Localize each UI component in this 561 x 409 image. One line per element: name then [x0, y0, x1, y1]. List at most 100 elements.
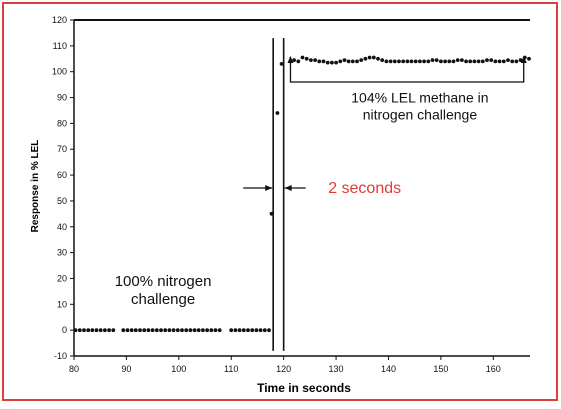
data-point — [460, 58, 464, 62]
data-point — [397, 59, 401, 64]
x-tick-label: 140 — [381, 364, 396, 374]
data-point — [480, 59, 485, 64]
y-tick-label: 100 — [52, 67, 67, 77]
data-point — [514, 59, 519, 64]
data-point — [121, 328, 126, 333]
figure-border — [2, 2, 558, 401]
bracket-arrowhead-left — [287, 56, 294, 64]
data-point — [363, 56, 368, 61]
x-axis-label: Time in seconds — [257, 381, 351, 395]
y-tick-label: 90 — [57, 93, 67, 103]
y-axis-label: Response in % LEL — [30, 140, 41, 233]
data-point — [418, 59, 422, 64]
data-point — [304, 56, 309, 61]
interval-label: 2 seconds — [328, 180, 401, 197]
x-tick-label: 80 — [69, 364, 79, 374]
data-point — [262, 328, 267, 333]
y-tick-label: 80 — [57, 118, 67, 128]
data-point — [159, 328, 163, 333]
data-point — [229, 328, 234, 333]
annotation-label: challenge — [131, 291, 195, 308]
data-point — [468, 59, 473, 64]
data-point — [527, 56, 531, 61]
data-point — [317, 59, 322, 64]
data-point — [129, 328, 134, 333]
data-point — [292, 58, 296, 62]
y-tick-label: -10 — [54, 351, 67, 361]
data-point — [506, 58, 510, 62]
x-tick-label: 100 — [171, 364, 186, 374]
data-point — [107, 328, 111, 333]
data-point — [309, 58, 313, 62]
y-tick-label: 40 — [57, 222, 67, 232]
data-point — [342, 58, 347, 62]
data-point — [451, 59, 456, 64]
data-point — [334, 60, 338, 65]
y-tick-label: 0 — [62, 325, 67, 335]
data-point — [217, 328, 222, 333]
data-point — [163, 328, 168, 333]
x-tick-label: 120 — [276, 364, 291, 374]
y-tick-label: 10 — [57, 299, 67, 309]
data-point — [346, 59, 351, 64]
data-point — [439, 59, 443, 64]
data-point — [338, 59, 343, 64]
data-point — [430, 58, 435, 62]
data-point — [321, 59, 326, 64]
data-point — [125, 328, 130, 333]
data-point — [175, 328, 180, 333]
data-point — [246, 328, 250, 333]
data-point — [180, 328, 184, 333]
data-point — [196, 328, 201, 333]
data-point — [388, 59, 393, 64]
y-tick-label: 60 — [57, 170, 67, 180]
annotation-label: 104% LEL methane in — [351, 90, 488, 106]
data-point — [188, 328, 193, 333]
data-point — [150, 328, 155, 333]
data-point — [330, 60, 334, 65]
data-point — [254, 328, 259, 333]
data-point — [138, 328, 142, 333]
y-tick-label: 110 — [53, 41, 67, 51]
data-point — [472, 59, 477, 64]
axes: -10 0 10 20 30 40 50 60 70 80 90 100 110 120 80 90 100 11… — [52, 15, 530, 374]
data-point — [464, 59, 468, 64]
data-point — [409, 59, 414, 64]
data-point — [367, 55, 372, 60]
data-point — [426, 59, 431, 64]
data-point — [376, 56, 380, 61]
data-point — [205, 328, 210, 333]
data-point — [355, 59, 359, 64]
data-point — [77, 328, 82, 333]
y-tick-label: 50 — [57, 196, 67, 206]
data-point — [413, 59, 418, 64]
data-point — [497, 59, 502, 64]
data-point — [493, 59, 498, 64]
data-point — [201, 328, 205, 333]
data-point — [401, 59, 406, 64]
annotation-label: 100% nitrogen — [115, 273, 212, 290]
data-point — [82, 328, 86, 333]
annotation-label: nitrogen challenge — [363, 107, 478, 123]
data-point — [518, 58, 523, 62]
data-point — [422, 59, 426, 64]
data-point — [350, 59, 355, 64]
data-point — [489, 58, 494, 62]
x-tick-label: 110 — [224, 364, 238, 374]
data-point — [171, 328, 176, 333]
data-point — [380, 58, 385, 62]
methane-bracket — [289, 57, 525, 83]
data-point — [384, 59, 389, 64]
data-point — [447, 59, 452, 64]
data-point — [275, 111, 280, 115]
data-point — [86, 328, 91, 333]
data-point — [111, 328, 116, 333]
data-point — [90, 328, 95, 333]
data-point — [371, 55, 376, 60]
bracket-arrowhead-right — [520, 56, 527, 64]
data-points — [73, 55, 531, 333]
data-point — [154, 328, 159, 333]
x-tick-label: 90 — [121, 364, 131, 374]
